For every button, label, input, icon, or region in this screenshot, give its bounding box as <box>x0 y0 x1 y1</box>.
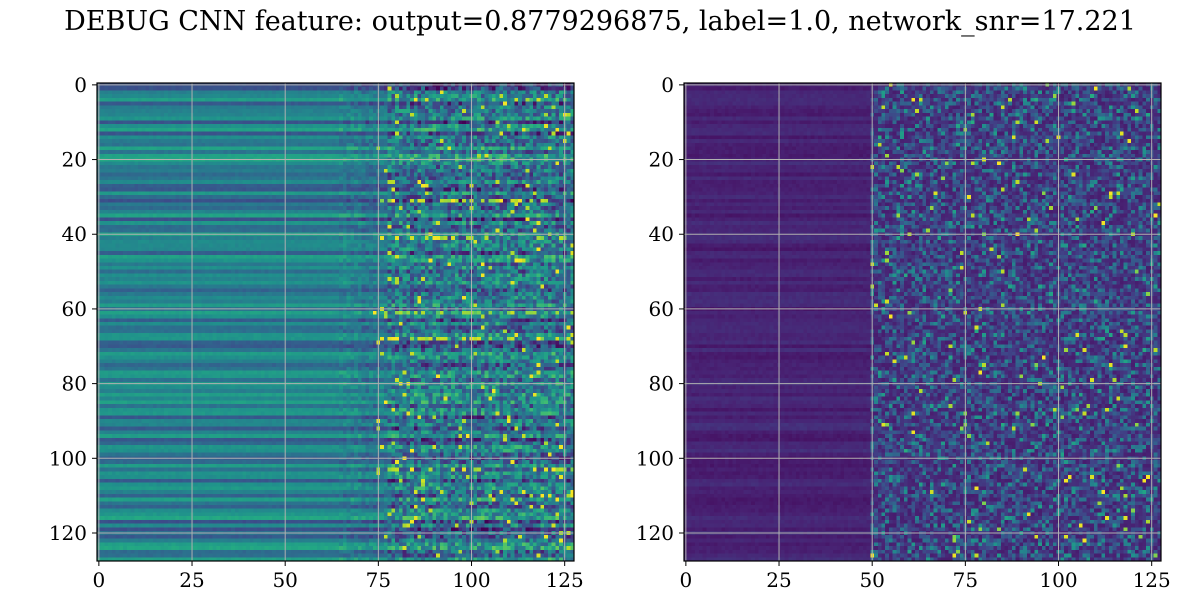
x-tick-label: 75 <box>953 568 978 592</box>
y-tick-label: 20 <box>649 148 674 172</box>
x-tick-label: 100 <box>1039 568 1077 592</box>
figure-title: DEBUG CNN feature: output=0.8779296875, … <box>64 6 1136 37</box>
y-tick-label: 60 <box>62 297 87 321</box>
y-tick-label: 40 <box>649 222 674 246</box>
axes-frame <box>96 82 575 562</box>
y-tick-label: 60 <box>649 297 674 321</box>
y-tick-label: 80 <box>649 372 674 396</box>
x-tick-label: 75 <box>366 568 391 592</box>
y-tick-label: 0 <box>74 73 87 97</box>
heatmap-panel-right: 0 25 50 75 100 125 0 20 40 60 80 100 120 <box>636 73 1171 592</box>
x-tick-label: 50 <box>272 568 297 592</box>
y-tick-label: 40 <box>62 222 87 246</box>
y-tick-label: 0 <box>661 73 674 97</box>
x-tick-label: 25 <box>766 568 791 592</box>
x-tick-label: 25 <box>179 568 204 592</box>
y-tick-label: 100 <box>636 446 674 470</box>
axes-frame <box>683 82 1162 562</box>
heatmap-image <box>97 83 574 561</box>
x-tick-label: 125 <box>1133 568 1171 592</box>
x-tick-label: 0 <box>92 568 105 592</box>
y-tick-label: 80 <box>62 372 87 396</box>
x-tick-label: 100 <box>452 568 490 592</box>
heatmap-image <box>684 83 1161 561</box>
x-tick-label: 0 <box>679 568 692 592</box>
x-tick-label: 125 <box>546 568 584 592</box>
y-tick-label: 120 <box>636 521 674 545</box>
heatmap-panel-left: 0 25 50 75 100 125 0 20 40 60 80 100 120 <box>49 73 584 592</box>
y-tick-label: 120 <box>49 521 87 545</box>
x-tick-label: 50 <box>859 568 884 592</box>
y-tick-label: 100 <box>49 446 87 470</box>
y-tick-label: 20 <box>62 148 87 172</box>
